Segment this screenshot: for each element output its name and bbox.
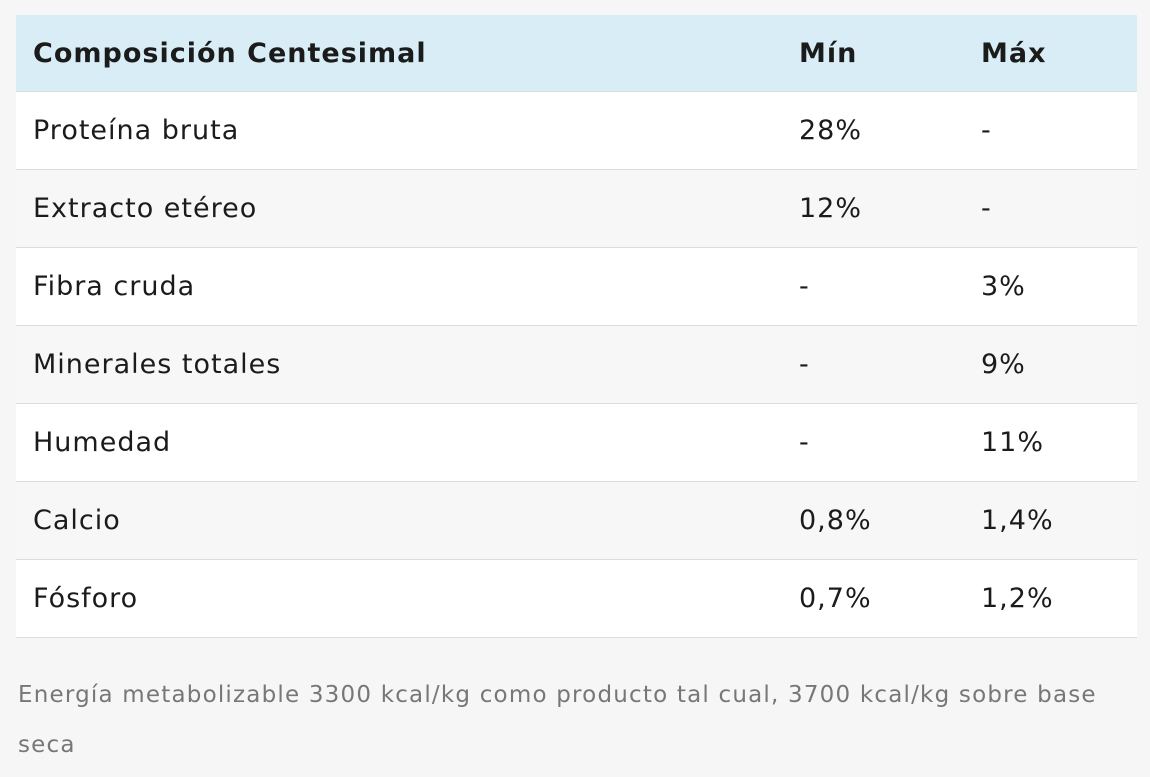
table: Composición Centesimal Mín Máx Proteína br… (16, 15, 1137, 638)
cell: - (782, 247, 964, 326)
cell: - (782, 403, 964, 482)
table-body: Proteína bruta 28% - Extracto etéreo 12% - Fib… (16, 91, 1137, 638)
cell: - (964, 169, 1137, 248)
note: Energía metabolizable 3300 kcal/kg como … (18, 682, 1097, 758)
cell: 3% (964, 247, 1137, 326)
cell: Minerales totales (16, 325, 782, 404)
header-cell: Máx (964, 15, 1137, 92)
cell: 0,8% (782, 481, 964, 560)
cell: 11% (964, 403, 1137, 482)
header-cell: Mín (782, 15, 964, 92)
cell: Calcio (16, 481, 782, 560)
cell: 0,7% (782, 559, 964, 638)
row: Extracto etéreo 12% - (16, 169, 1137, 248)
row: Humedad -11% (16, 403, 1137, 482)
header-row: Composición Centesimal Mín Máx (16, 15, 1137, 92)
cell: 1,2% (964, 559, 1137, 638)
row: Proteína bruta 28% - (16, 91, 1137, 170)
header-cell: Composición Centesimal (16, 15, 782, 92)
cell: 28% (782, 91, 964, 170)
cell: Fósforo (16, 559, 782, 638)
row: Minerales totales -9% (16, 325, 1137, 404)
cell: Humedad (16, 403, 782, 482)
cell: Extracto etéreo (16, 169, 782, 248)
cell: - (964, 91, 1137, 170)
cell: 9% (964, 325, 1137, 404)
row: Fósforo 0,7% 1,2% (16, 559, 1137, 638)
cell: 1,4% (964, 481, 1137, 560)
row: Fibra cruda -3% (16, 247, 1137, 326)
cell: - (782, 325, 964, 404)
cell: Fibra cruda (16, 247, 782, 326)
row: Calcio 0,8% 1,4% (16, 481, 1137, 560)
cell: Proteína bruta (16, 91, 782, 170)
cell: 12% (782, 169, 964, 248)
